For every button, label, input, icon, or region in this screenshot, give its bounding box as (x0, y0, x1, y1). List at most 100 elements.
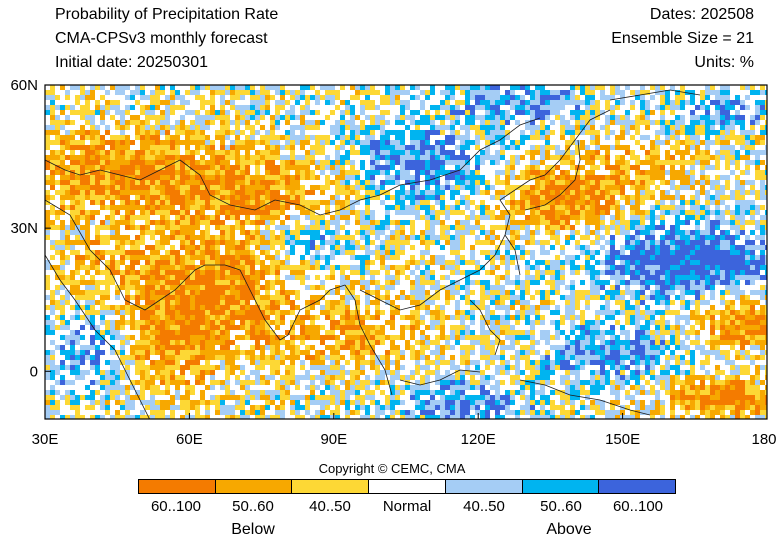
probability-cell (650, 230, 655, 235)
probability-cell (420, 100, 425, 105)
probability-cell (735, 270, 740, 275)
probability-cell (560, 215, 565, 220)
probability-cell (745, 190, 750, 195)
probability-cell (230, 290, 235, 295)
probability-cell (415, 285, 420, 290)
probability-cell (60, 270, 65, 275)
probability-cell (545, 210, 550, 215)
probability-cell (265, 165, 270, 170)
probability-cell (660, 90, 665, 95)
probability-cell (670, 130, 675, 135)
probability-cell (425, 195, 430, 200)
probability-cell (150, 285, 155, 290)
probability-cell (220, 300, 225, 305)
probability-cell (625, 110, 630, 115)
probability-cell (180, 265, 185, 270)
probability-cell (200, 250, 205, 255)
probability-cell (155, 240, 160, 245)
probability-cell (620, 125, 625, 130)
probability-cell (565, 205, 570, 210)
probability-cell (240, 275, 245, 280)
probability-cell (160, 210, 165, 215)
probability-cell (620, 275, 625, 280)
probability-cell (165, 180, 170, 185)
probability-cell (565, 180, 570, 185)
probability-cell (385, 255, 390, 260)
probability-cell (305, 240, 310, 245)
probability-cell (110, 150, 115, 155)
probability-cell (530, 175, 535, 180)
probability-cell (745, 150, 750, 155)
probability-cell (295, 205, 300, 210)
probability-cell (60, 230, 65, 235)
probability-cell (460, 285, 465, 290)
probability-cell (645, 210, 650, 215)
probability-cell (235, 195, 240, 200)
probability-cell (170, 295, 175, 300)
probability-cell (45, 175, 50, 180)
probability-cell (375, 125, 380, 130)
probability-cell (210, 305, 215, 310)
probability-cell (700, 150, 705, 155)
probability-cell (640, 145, 645, 150)
probability-cell (260, 245, 265, 250)
probability-cell (360, 105, 365, 110)
probability-cell (605, 115, 610, 120)
probability-cell (295, 275, 300, 280)
probability-cell (750, 85, 755, 90)
probability-cell (395, 180, 400, 185)
probability-cell (230, 105, 235, 110)
probability-cell (705, 225, 710, 230)
probability-cell (535, 210, 540, 215)
probability-cell (695, 270, 700, 275)
probability-cell (425, 140, 430, 145)
probability-cell (80, 180, 85, 185)
probability-cell (655, 160, 660, 165)
probability-cell (610, 115, 615, 120)
probability-cell (690, 195, 695, 200)
probability-cell (370, 180, 375, 185)
probability-cell (545, 205, 550, 210)
probability-cell (410, 145, 415, 150)
probability-cell (465, 270, 470, 275)
probability-cell (640, 240, 645, 245)
probability-cell (295, 185, 300, 190)
probability-cell (765, 210, 767, 215)
probability-cell (90, 90, 95, 95)
probability-cell (115, 230, 120, 235)
probability-cell (275, 115, 280, 120)
probability-cell (255, 155, 260, 160)
probability-cell (255, 285, 260, 290)
probability-cell (305, 300, 310, 305)
probability-cell (355, 125, 360, 130)
probability-cell (515, 105, 520, 110)
probability-cell (95, 180, 100, 185)
probability-cell (740, 250, 745, 255)
probability-cell (575, 180, 580, 185)
probability-cell (150, 185, 155, 190)
probability-cell (370, 170, 375, 175)
probability-cell (750, 230, 755, 235)
probability-cell (90, 155, 95, 160)
probability-cell (455, 180, 460, 185)
probability-cell (380, 255, 385, 260)
probability-cell (195, 305, 200, 310)
probability-cell (295, 215, 300, 220)
probability-cell (85, 135, 90, 140)
probability-cell (445, 100, 450, 105)
probability-cell (325, 160, 330, 165)
probability-cell (540, 170, 545, 175)
probability-cell (95, 170, 100, 175)
probability-cell (280, 180, 285, 185)
probability-cell (625, 265, 630, 270)
probability-cell (140, 265, 145, 270)
probability-cell (425, 250, 430, 255)
probability-cell (185, 180, 190, 185)
probability-cell (665, 235, 670, 240)
probability-cell (185, 245, 190, 250)
probability-cell (150, 255, 155, 260)
probability-cell (70, 280, 75, 285)
probability-cell (90, 295, 95, 300)
probability-cell (505, 265, 510, 270)
probability-cell (70, 305, 75, 310)
